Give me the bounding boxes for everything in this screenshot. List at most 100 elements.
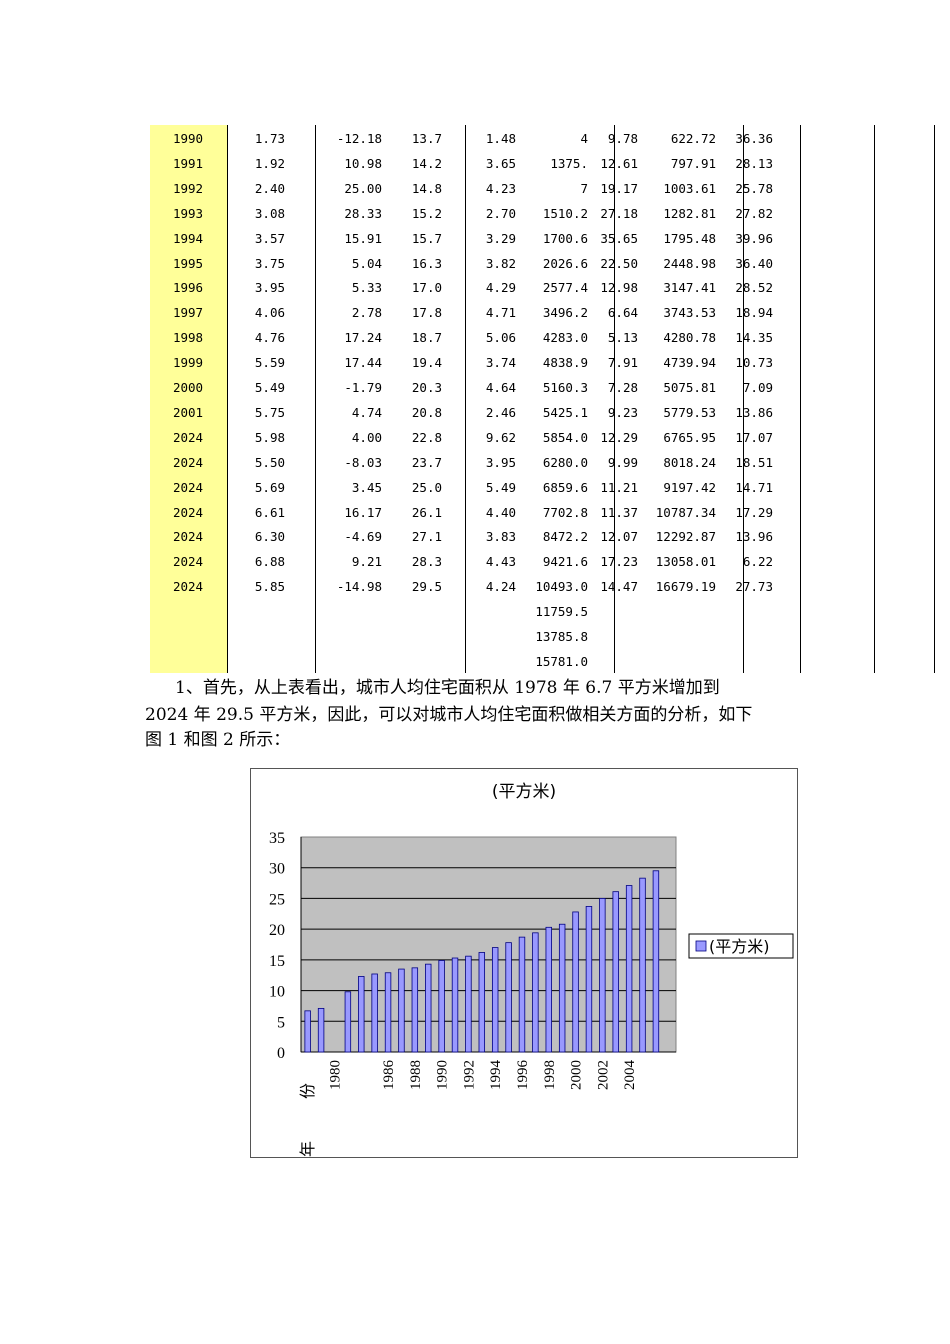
bar — [518, 936, 526, 1053]
table-cell: 27.1 — [411, 529, 442, 545]
column-rule — [743, 125, 744, 673]
bar — [304, 1010, 311, 1053]
table-cell: 4 — [580, 131, 588, 146]
table-cell: 5.50 — [254, 454, 285, 470]
table-cell: 12292.87 — [655, 529, 716, 545]
column-rule — [465, 125, 466, 673]
table-cell: 4.00 — [351, 429, 382, 445]
bar — [398, 968, 405, 1053]
bar — [438, 960, 445, 1053]
table-year-cell: 1998 — [172, 330, 204, 346]
table-cell: 2026.6 — [542, 255, 588, 271]
table-cell: 10.73 — [735, 355, 773, 371]
bar — [358, 976, 365, 1053]
table-cell: 12.29 — [600, 429, 638, 445]
table-cell: 1375. — [550, 155, 588, 171]
table-cell: 4.24 — [485, 579, 516, 595]
bar — [505, 942, 512, 1053]
x-tick-label: 1980 — [327, 1060, 343, 1090]
table-year-cell: 2024 — [172, 479, 204, 495]
table-cell: 7702.8 — [542, 504, 588, 520]
table-cell: 16.17 — [344, 504, 382, 520]
bar — [425, 963, 432, 1053]
x-axis-title-char: 年 — [298, 1141, 317, 1157]
table-cell: 5.33 — [351, 280, 382, 296]
y-tick-label: 0 — [277, 1045, 285, 1062]
bar — [625, 885, 633, 1053]
table-cell: 2.40 — [254, 180, 285, 196]
table-cell: 14.2 — [411, 155, 442, 171]
table-cell: 28.13 — [735, 155, 773, 171]
table-cell: 1.73 — [254, 131, 285, 146]
table-cell: 15781.0 — [535, 653, 588, 669]
table-cell: 35.65 — [600, 230, 638, 246]
table-cell: 15.91 — [344, 230, 382, 246]
bar — [451, 957, 459, 1053]
table-cell: 20.8 — [411, 404, 442, 420]
table-cell: 2577.4 — [542, 280, 588, 296]
table-cell: 3.45 — [351, 479, 382, 495]
table-cell: 13058.01 — [655, 554, 716, 570]
chart-title: (平方米) — [492, 782, 556, 802]
table-cell: 6.88 — [254, 554, 285, 570]
table-cell: 19.4 — [411, 355, 442, 371]
table-cell: 2.70 — [485, 205, 516, 221]
y-tick-label: 15 — [269, 953, 285, 970]
table-cell: 12.61 — [600, 155, 638, 171]
table-cell: 1.92 — [254, 155, 285, 171]
table-cell: 3.74 — [485, 355, 516, 371]
table-cell: 5.59 — [254, 355, 285, 371]
table-cell: 4283.0 — [542, 330, 588, 346]
table-cell: 10787.34 — [655, 504, 716, 520]
table-cell: 11.37 — [600, 504, 638, 520]
table-year-cell: 2024 — [172, 454, 204, 470]
table-cell: 12.07 — [600, 529, 638, 545]
bar — [652, 870, 660, 1053]
bar — [599, 898, 606, 1053]
table-cell: 3.75 — [254, 255, 285, 271]
table-cell: -12.18 — [336, 131, 382, 146]
table-year-cell — [158, 599, 218, 624]
table-cell: 25.0 — [411, 479, 442, 495]
table-cell: 17.23 — [600, 554, 638, 570]
legend-swatch — [695, 940, 707, 952]
table-cell: 6.64 — [607, 305, 638, 321]
table-cell: 3.95 — [485, 454, 516, 470]
table-cell: 16.3 — [411, 255, 442, 271]
table-cell: 5779.53 — [663, 404, 716, 420]
table-cell: 17.8 — [411, 305, 442, 321]
table-cell: -1.79 — [344, 380, 382, 395]
column-rule — [874, 125, 875, 673]
bar — [344, 991, 352, 1053]
table-cell: 5.69 — [254, 479, 285, 495]
table-cell: 10.98 — [344, 155, 382, 171]
table-cell: 5854.0 — [542, 429, 588, 445]
table-cell: 7.09 — [742, 380, 773, 395]
column-rule — [934, 125, 935, 673]
legend-label: (平方米) — [709, 937, 770, 956]
table-cell: 28.33 — [344, 205, 382, 221]
x-tick-label: 2000 — [569, 1060, 585, 1090]
table-cell: 6.22 — [742, 554, 773, 570]
table-cell: 13785.8 — [535, 629, 588, 644]
table-cell: 5.85 — [254, 579, 285, 595]
y-tick-label: 30 — [269, 861, 285, 878]
table-year-cell: 2001 — [172, 404, 204, 420]
table-year-cell: 1993 — [172, 205, 204, 221]
table-year-cell: 2024 — [172, 529, 204, 545]
table-year-cell: 2024 — [172, 504, 204, 520]
table-cell: 6859.6 — [542, 479, 588, 495]
table-cell: 18.51 — [735, 454, 773, 470]
table-cell: 20.3 — [411, 380, 442, 395]
table-cell: 14.71 — [735, 479, 773, 495]
bar — [612, 891, 619, 1053]
table-cell: 36.40 — [735, 255, 773, 271]
table-cell: 2.46 — [485, 404, 516, 420]
table-cell: 9197.42 — [663, 479, 716, 495]
table-cell: 14.8 — [411, 180, 442, 196]
table-cell: 13.96 — [735, 529, 773, 545]
table-cell: -4.69 — [344, 529, 382, 545]
table-cell: 3.29 — [485, 230, 516, 246]
table-cell: 36.36 — [735, 131, 773, 146]
table-cell: 4.43 — [485, 554, 516, 570]
